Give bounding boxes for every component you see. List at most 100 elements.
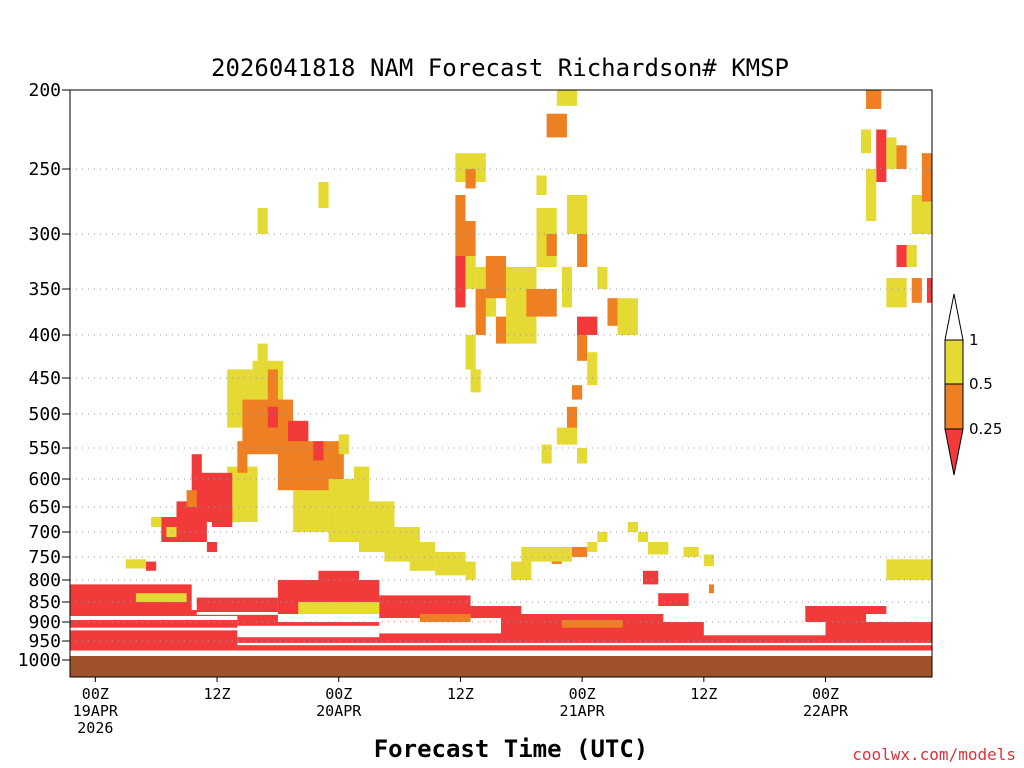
- ri-cell: [313, 441, 324, 461]
- ri-cell: [911, 195, 932, 234]
- ri-cell: [571, 547, 588, 557]
- x-tick-label: 22APR: [803, 702, 849, 720]
- x-tick-label: 12Z: [690, 685, 717, 703]
- ri-cell: [876, 129, 887, 182]
- ri-cell: [293, 490, 329, 532]
- ri-cell: [455, 195, 466, 221]
- ri-cell: [511, 561, 532, 580]
- ri-cell: [298, 602, 380, 614]
- y-tick-label: 950: [28, 631, 61, 652]
- ri-cell: [896, 145, 907, 169]
- ri-cell: [556, 90, 578, 106]
- y-tick-label: 600: [28, 469, 61, 490]
- ri-cell: [658, 593, 689, 606]
- ri-cell: [708, 584, 714, 594]
- ri-cell: [409, 542, 436, 571]
- ri-gap: [70, 616, 238, 620]
- ri-cell: [926, 278, 932, 303]
- ri-cell: [866, 90, 882, 109]
- x-tick-label: 20APR: [316, 702, 362, 720]
- ri-cell: [642, 570, 659, 585]
- ri-cell: [211, 507, 233, 527]
- y-tick-label: 200: [28, 80, 61, 101]
- ri-cell: [125, 559, 147, 569]
- y-tick-label: 450: [28, 368, 61, 389]
- ri-cell: [577, 335, 588, 361]
- y-tick-label: 250: [28, 159, 61, 180]
- ri-cell: [906, 245, 917, 267]
- ri-gap: [703, 622, 826, 636]
- ri-cell: [597, 267, 608, 289]
- y-axis-ticks: 200 250 300 350 400 450 500 550 600 650 700 7508008…: [18, 80, 70, 671]
- ri-cell: [318, 570, 360, 580]
- y-tick-label: 550: [28, 438, 61, 459]
- ri-cell: [455, 256, 466, 308]
- y-tick-label: 1000: [18, 650, 61, 671]
- ri-cell: [257, 208, 268, 234]
- ri-cell: [191, 454, 202, 479]
- ri-cell: [186, 490, 197, 507]
- ri-cell: [587, 352, 598, 386]
- colorbar-legend: 1 0.5 0.25: [944, 293, 1002, 476]
- ri-cell: [561, 620, 623, 628]
- x-tick-label: 00Z: [82, 685, 109, 703]
- x-tick-label: 00Z: [812, 685, 839, 703]
- ri-cell: [541, 444, 552, 464]
- x-tick-label: 21APR: [560, 702, 606, 720]
- x-tick-label: 00Z: [325, 685, 352, 703]
- ri-gap: [196, 612, 278, 615]
- y-tick-label: 700: [28, 522, 61, 543]
- ri-cell: [637, 532, 649, 542]
- y-tick-label: 500: [28, 404, 61, 425]
- ri-cell: [146, 561, 157, 571]
- ri-cell: [465, 561, 476, 580]
- ri-cell: [861, 129, 872, 154]
- ri-cell: [151, 517, 162, 527]
- ri-cell: [237, 441, 248, 473]
- ri-cell: [526, 289, 557, 317]
- y-tick-label: 850: [28, 592, 61, 613]
- ri-cell: [166, 527, 177, 537]
- legend-bin-orange: [944, 383, 964, 430]
- ri-cell: [470, 369, 481, 393]
- ri-cell: [577, 448, 588, 464]
- ri-cell: [546, 113, 567, 138]
- y-tick-label: 800: [28, 570, 61, 591]
- ri-cell: [521, 547, 572, 562]
- ri-cell: [566, 195, 588, 234]
- legend-label: 0.25: [969, 420, 1002, 438]
- ri-cell: [886, 278, 907, 308]
- ri-cell: [176, 501, 207, 542]
- ri-gap: [70, 627, 238, 631]
- x-axis-label: Forecast Time (UTC): [374, 735, 649, 763]
- ri-cell: [288, 420, 309, 442]
- legend-top-arrow: [944, 293, 964, 341]
- ri-cell: [318, 182, 329, 208]
- x-tick-label: 12Z: [447, 685, 474, 703]
- ri-cell: [911, 278, 922, 303]
- ri-cell: [546, 234, 557, 256]
- legend-label: 1: [969, 331, 979, 349]
- ri-cell: [257, 343, 268, 370]
- ri-cell: [566, 406, 578, 442]
- ground-layer: [70, 656, 932, 677]
- ri-cell: [536, 175, 547, 195]
- y-tick-label: 300: [28, 224, 61, 245]
- ri-cell: [577, 316, 598, 335]
- x-tick-label: 00Z: [569, 685, 596, 703]
- ri-cell: [617, 298, 638, 335]
- y-tick-label: 750: [28, 547, 61, 568]
- ri-gap: [866, 614, 932, 622]
- ri-cell: [206, 542, 218, 552]
- ri-cell: [886, 137, 897, 169]
- ri-cell: [648, 542, 669, 555]
- ri-cell: [455, 221, 476, 256]
- ri-cell: [587, 542, 598, 552]
- ri-cell: [561, 267, 572, 308]
- ri-gap: [237, 642, 932, 646]
- ri-cell: [571, 385, 583, 400]
- ri-cell: [419, 614, 471, 622]
- credit-text: coolwx.com/models: [852, 745, 1016, 764]
